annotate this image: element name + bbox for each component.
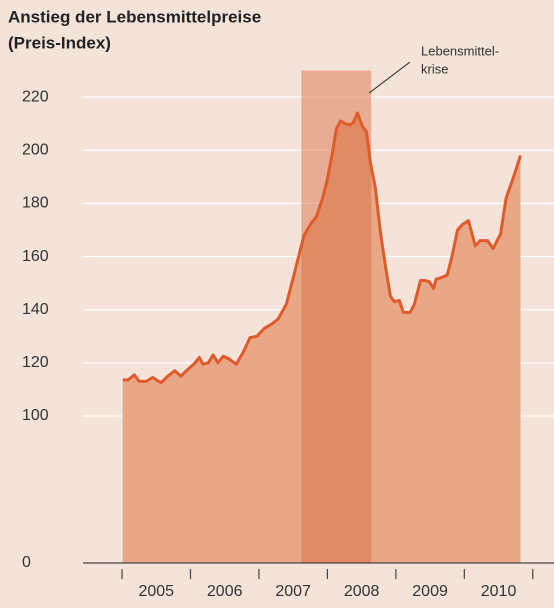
y-tick-label: 200 <box>22 141 49 158</box>
chart-subtitle: (Preis-Index) <box>8 33 111 52</box>
x-tick-label: 2006 <box>207 583 243 600</box>
y-tick-label: 120 <box>22 354 49 371</box>
line <box>122 111 522 385</box>
x-tick-label: 2008 <box>344 583 380 600</box>
y-tick-label: 100 <box>22 407 49 424</box>
x-tick-label: 2005 <box>138 583 174 600</box>
x-tick-label: 2010 <box>481 583 517 600</box>
annotation: Lebensmittel- <box>421 43 499 58</box>
y-tick-label: 220 <box>22 88 49 105</box>
y-tick-label: 140 <box>22 301 49 318</box>
y-tick-label: 0 <box>22 554 31 571</box>
crisis-band <box>301 70 372 563</box>
y-tick-label: 160 <box>22 248 49 265</box>
annotation: krise <box>421 61 448 76</box>
area <box>122 113 521 563</box>
y-tick-label: 180 <box>22 195 49 212</box>
annotation-leader <box>368 61 411 94</box>
x-tick-label: 2009 <box>412 583 448 600</box>
x-tick-label: 2007 <box>275 583 311 600</box>
chart-title: Anstieg der Lebensmittelpreise <box>8 7 261 26</box>
